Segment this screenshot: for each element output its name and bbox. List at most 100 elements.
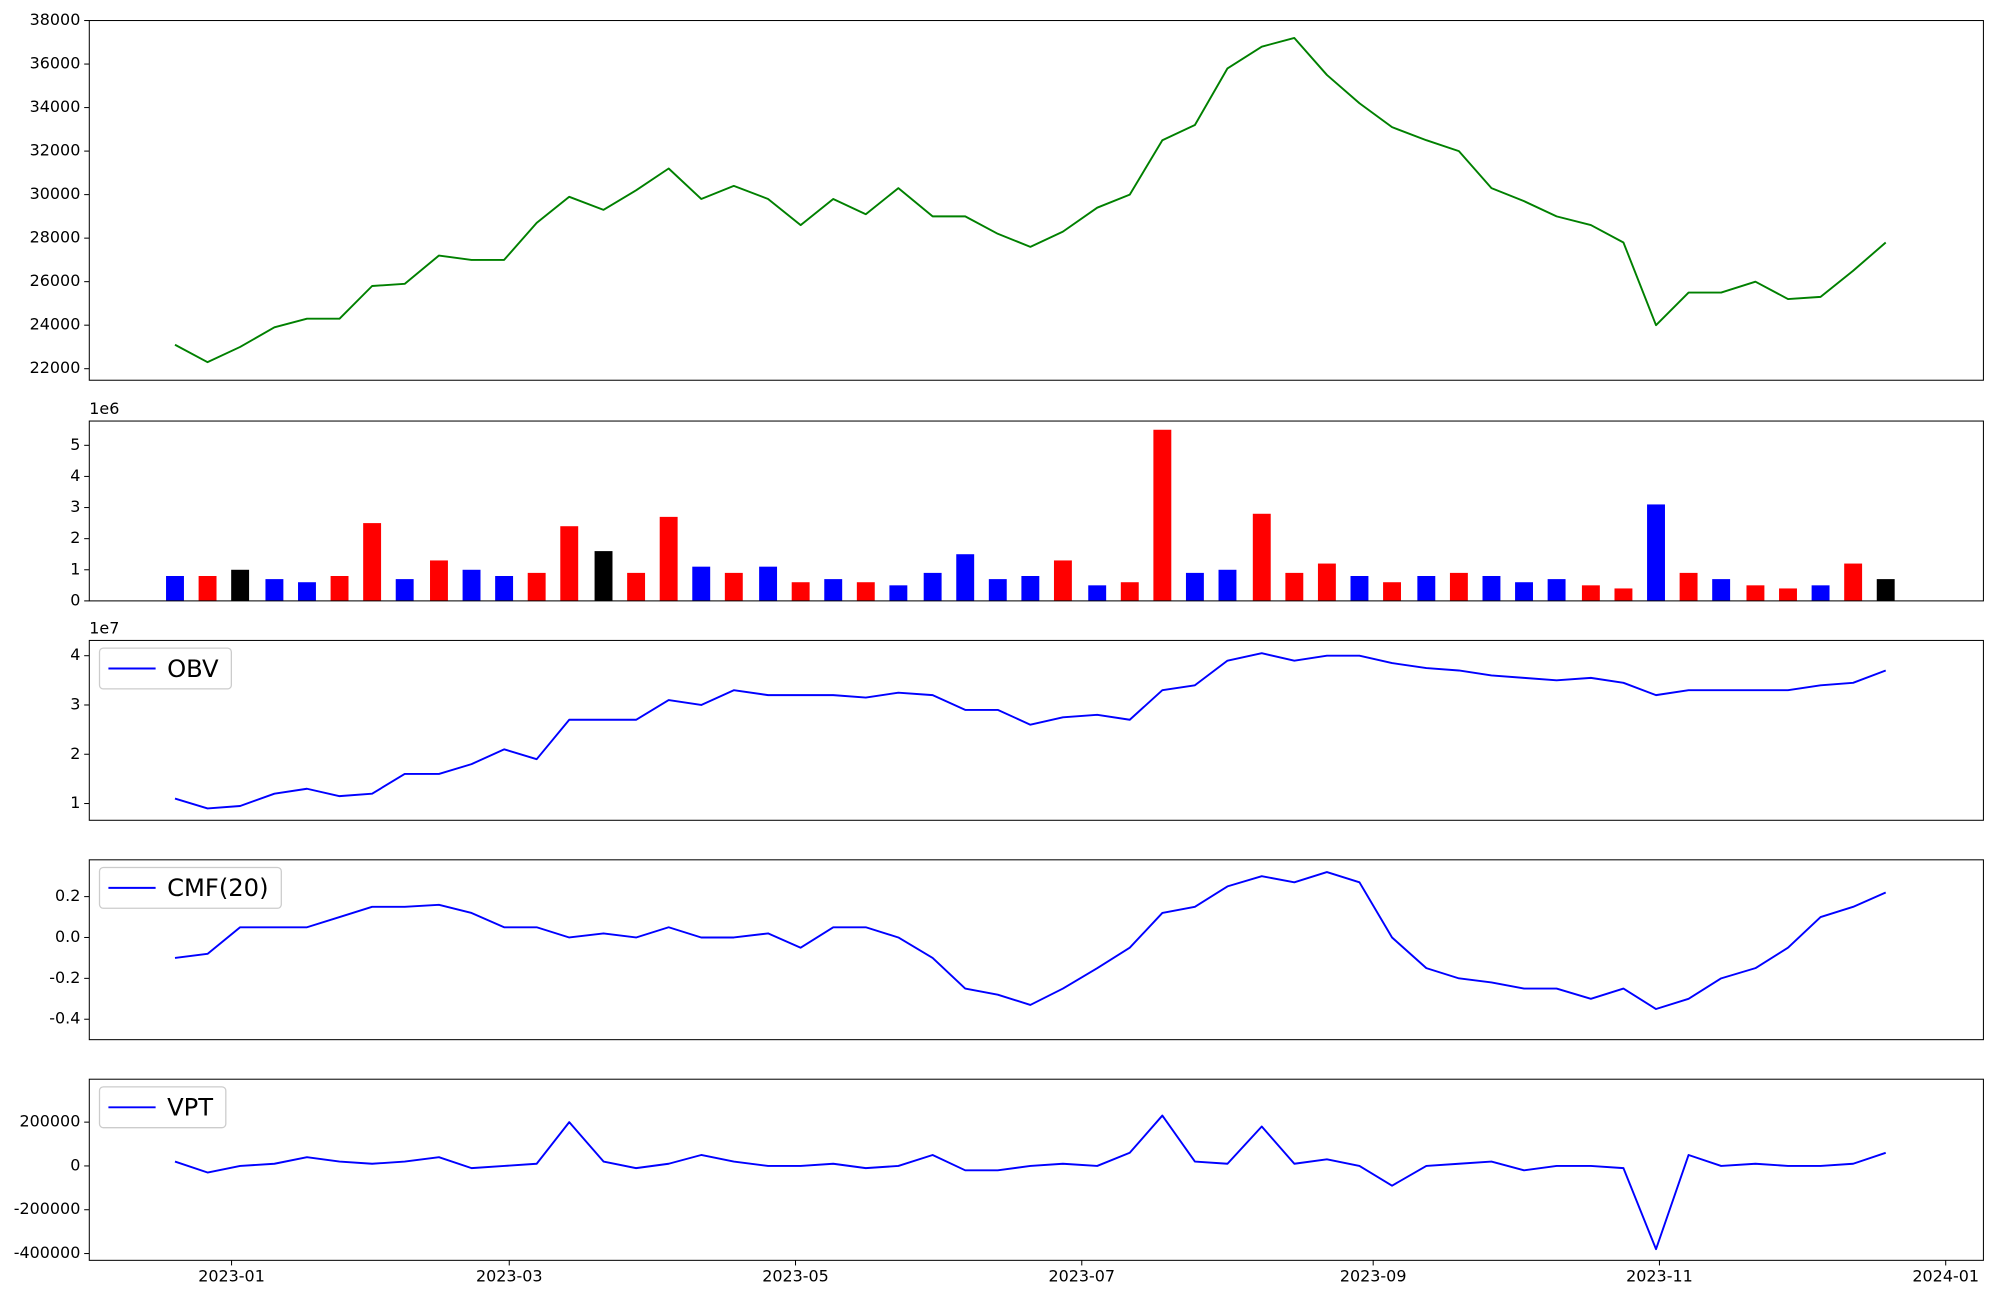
legend: VPT (98, 1086, 227, 1129)
bar (1383, 582, 1401, 601)
panel: 22000 24000 26000 28000 30000 32000 34000 36000… (30, 10, 1984, 381)
bar (1218, 569, 1237, 601)
bar (1614, 588, 1633, 601)
bar (1482, 576, 1501, 601)
plot-frame (88, 859, 1984, 1041)
bar (1876, 579, 1895, 601)
bar (166, 576, 184, 601)
panel: -0.4 -0.2 0.0 0.2 CMF(20) (49, 859, 1984, 1041)
y-tick-label: 22000 (30, 358, 81, 377)
bar (1844, 563, 1863, 601)
y-tick-label: 0 (70, 590, 80, 609)
plot-frame (88, 1078, 1984, 1261)
legend: CMF(20) (98, 866, 282, 909)
bar (330, 576, 349, 601)
bar (594, 551, 613, 601)
x-tick-label: 2023-05 (762, 1266, 829, 1285)
bar (1153, 429, 1172, 601)
y-tick-label: 26000 (30, 271, 81, 290)
bar (1647, 504, 1665, 601)
bar (1679, 572, 1698, 601)
bar (1547, 579, 1566, 601)
bar (527, 572, 546, 601)
x-tick-label: 2023-09 (1340, 1266, 1407, 1285)
panel: 1 2 3 4 1e7 OBV (70, 618, 1984, 821)
bar (1088, 585, 1107, 601)
x-tick-label: 2024-01 (1912, 1266, 1979, 1285)
y-tick-label: 4 (70, 466, 80, 485)
bar (956, 554, 975, 601)
bar (692, 566, 711, 601)
bar (560, 526, 579, 601)
bar (462, 569, 481, 601)
bar (1779, 588, 1797, 601)
bar (759, 566, 778, 601)
y-tick-label: 0.2 (55, 886, 80, 905)
bar (1252, 513, 1271, 601)
bar (1317, 563, 1336, 601)
y-tick-label: 34000 (30, 97, 81, 116)
y-tick-label: 0 (70, 1155, 80, 1174)
y-tick-label: 24000 (30, 315, 81, 334)
bar (298, 582, 316, 601)
plot-frame (88, 20, 1984, 381)
bar (627, 572, 646, 601)
bar (363, 523, 382, 601)
bar (1285, 572, 1304, 601)
bar (724, 572, 743, 601)
y-tick-label: -0.4 (49, 1009, 80, 1028)
axis-scale-label: 1e7 (89, 618, 119, 637)
panel: -400000 -200000 0 200000 2023-01 2023-03 2023-… (14, 1078, 1984, 1285)
bar (1712, 579, 1731, 601)
bar (1021, 576, 1040, 601)
x-tick-label: 2023-03 (476, 1266, 543, 1285)
bar (659, 516, 678, 601)
y-tick-label: 2 (70, 528, 80, 547)
x-tick-label: 2023-01 (198, 1266, 265, 1285)
bar (824, 579, 843, 601)
legend-frame (98, 866, 282, 909)
plot-frame (88, 639, 1984, 821)
y-tick-label: 0.0 (55, 927, 80, 946)
y-tick-label: -400000 (14, 1243, 81, 1262)
legend-frame (98, 1086, 227, 1129)
data-line (174, 1114, 1887, 1251)
y-tick-label: 36000 (30, 54, 81, 73)
legend-label: VPT (167, 1094, 213, 1122)
data-line (174, 652, 1887, 810)
bar (1417, 576, 1436, 601)
y-tick-label: 3 (70, 694, 80, 713)
data-line (174, 871, 1887, 1010)
y-tick-label: -0.2 (49, 968, 80, 987)
y-tick-label: 32000 (30, 141, 81, 160)
bar (1746, 585, 1765, 601)
bar (198, 576, 217, 601)
y-tick-label: 5 (70, 435, 80, 454)
legend-frame (98, 647, 232, 690)
bar (265, 579, 284, 601)
bar (791, 582, 810, 601)
y-tick-label: 38000 (30, 10, 81, 29)
bar (856, 582, 875, 601)
bar (923, 572, 942, 601)
bar (889, 585, 908, 601)
y-tick-label: -200000 (14, 1199, 81, 1218)
plot-frame (88, 420, 1984, 602)
y-tick-label: 3 (70, 497, 80, 516)
bar (988, 579, 1007, 601)
legend-label: OBV (167, 655, 219, 683)
panel: 0 1 2 3 4 5 1e6 (70, 399, 1984, 609)
bar (231, 569, 250, 601)
bar (495, 576, 514, 601)
y-tick-label: 200000 (20, 1112, 81, 1131)
data-line (174, 36, 1887, 364)
legend-label: CMF(20) (167, 874, 268, 902)
y-tick-label: 28000 (30, 228, 81, 247)
y-tick-label: 30000 (30, 184, 81, 203)
y-tick-label: 2 (70, 744, 80, 763)
bar (1581, 585, 1600, 601)
x-tick-label: 2023-07 (1048, 1266, 1115, 1285)
bar (1120, 582, 1139, 601)
